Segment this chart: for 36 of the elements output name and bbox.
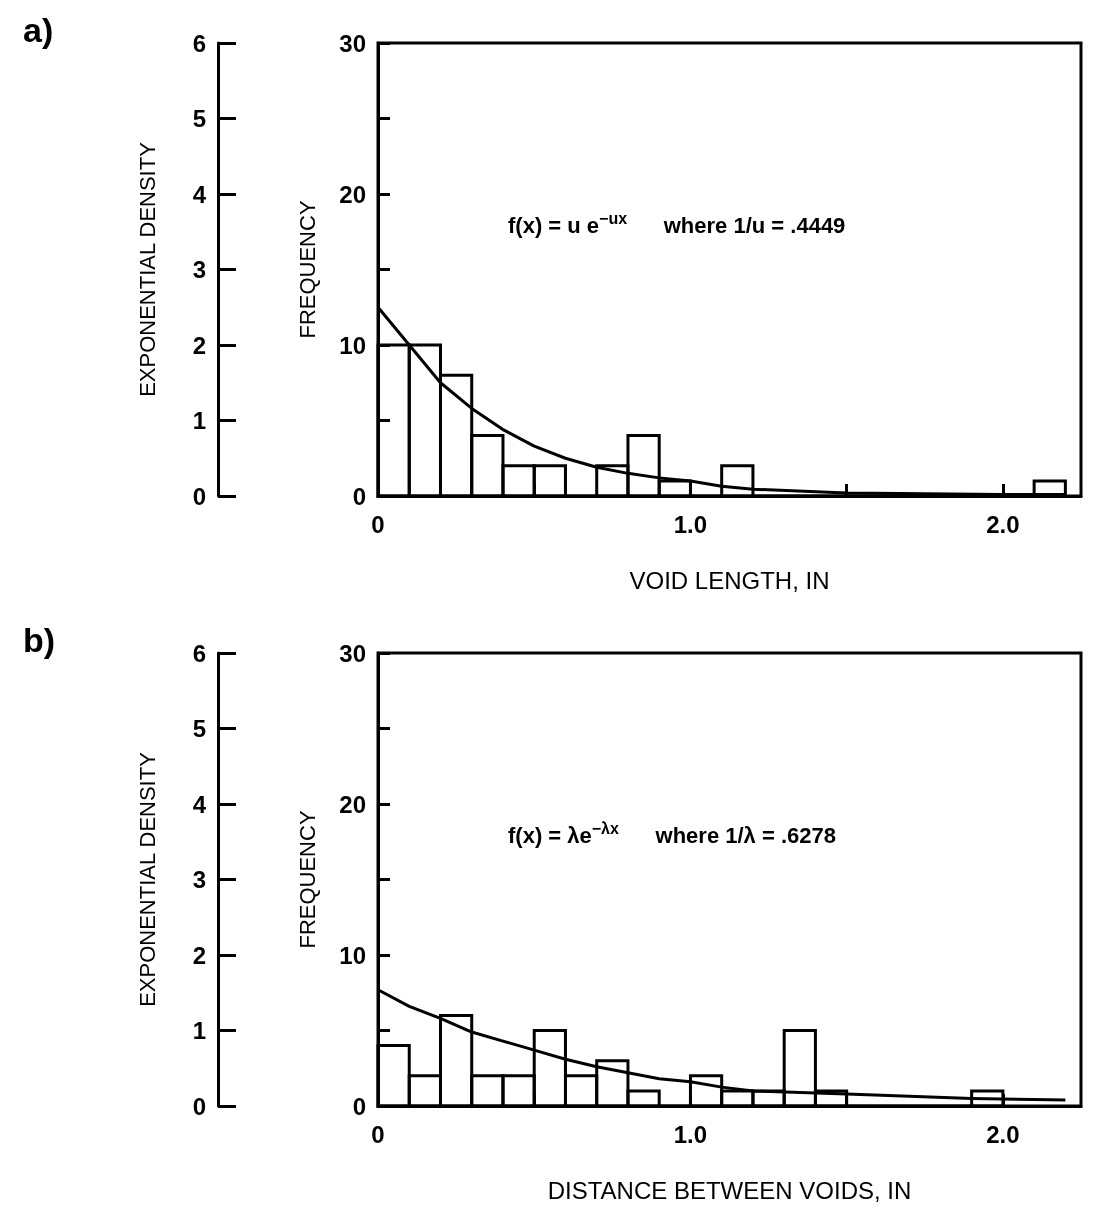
y2-tick-label: 3 bbox=[192, 256, 206, 283]
y2-tick-label: 2 bbox=[192, 331, 206, 359]
x-tick-label: 2.0 bbox=[986, 1120, 1020, 1148]
text: a) bbox=[23, 11, 54, 49]
x-tick-label: 0 bbox=[371, 510, 385, 538]
y2-tick-label: 1 bbox=[192, 1017, 206, 1044]
y-axis-title: FREQUENCY bbox=[294, 810, 320, 949]
x-axis-title: DISTANCE BETWEEN VOIDS, IN bbox=[547, 1176, 912, 1204]
y-tick-label: 20 bbox=[339, 180, 366, 208]
x-tick-label: 1.0 bbox=[673, 510, 708, 538]
y2-tick-label: 1 bbox=[192, 407, 206, 434]
y2-tick-label: 4 bbox=[192, 790, 207, 818]
y-axis-title: FREQUENCY bbox=[294, 200, 320, 339]
y-tick-label: 30 bbox=[339, 29, 366, 57]
y2-axis-title: EXPONENTIAL DENSITY bbox=[134, 751, 160, 1007]
y-tick-label: 20 bbox=[339, 790, 366, 818]
text: b) bbox=[23, 621, 56, 659]
x-tick-label: 2.0 bbox=[986, 510, 1020, 538]
x-axis-title: VOID LENGTH, IN bbox=[629, 566, 830, 594]
y2-tick-label: 4 bbox=[192, 180, 207, 208]
y-tick-label: 10 bbox=[339, 941, 366, 969]
y2-axis-title: EXPONENTIAL DENSITY bbox=[134, 141, 160, 397]
y2-tick-label: 5 bbox=[192, 715, 206, 742]
y-tick-label: 0 bbox=[352, 1092, 366, 1120]
y-tick-label: 0 bbox=[352, 482, 366, 510]
y2-tick-label: 2 bbox=[192, 941, 206, 969]
y2-tick-label: 5 bbox=[192, 105, 206, 132]
x-tick-label: 1.0 bbox=[673, 1120, 708, 1148]
x-tick-label: 0 bbox=[371, 1120, 385, 1148]
y2-tick-label: 6 bbox=[192, 29, 206, 57]
y-tick-label: 30 bbox=[339, 639, 366, 667]
y-tick-label: 10 bbox=[339, 331, 366, 359]
y2-tick-label: 6 bbox=[192, 639, 206, 667]
y2-tick-label: 3 bbox=[192, 866, 206, 893]
y2-tick-label: 0 bbox=[192, 482, 206, 510]
y2-tick-label: 0 bbox=[192, 1092, 206, 1120]
